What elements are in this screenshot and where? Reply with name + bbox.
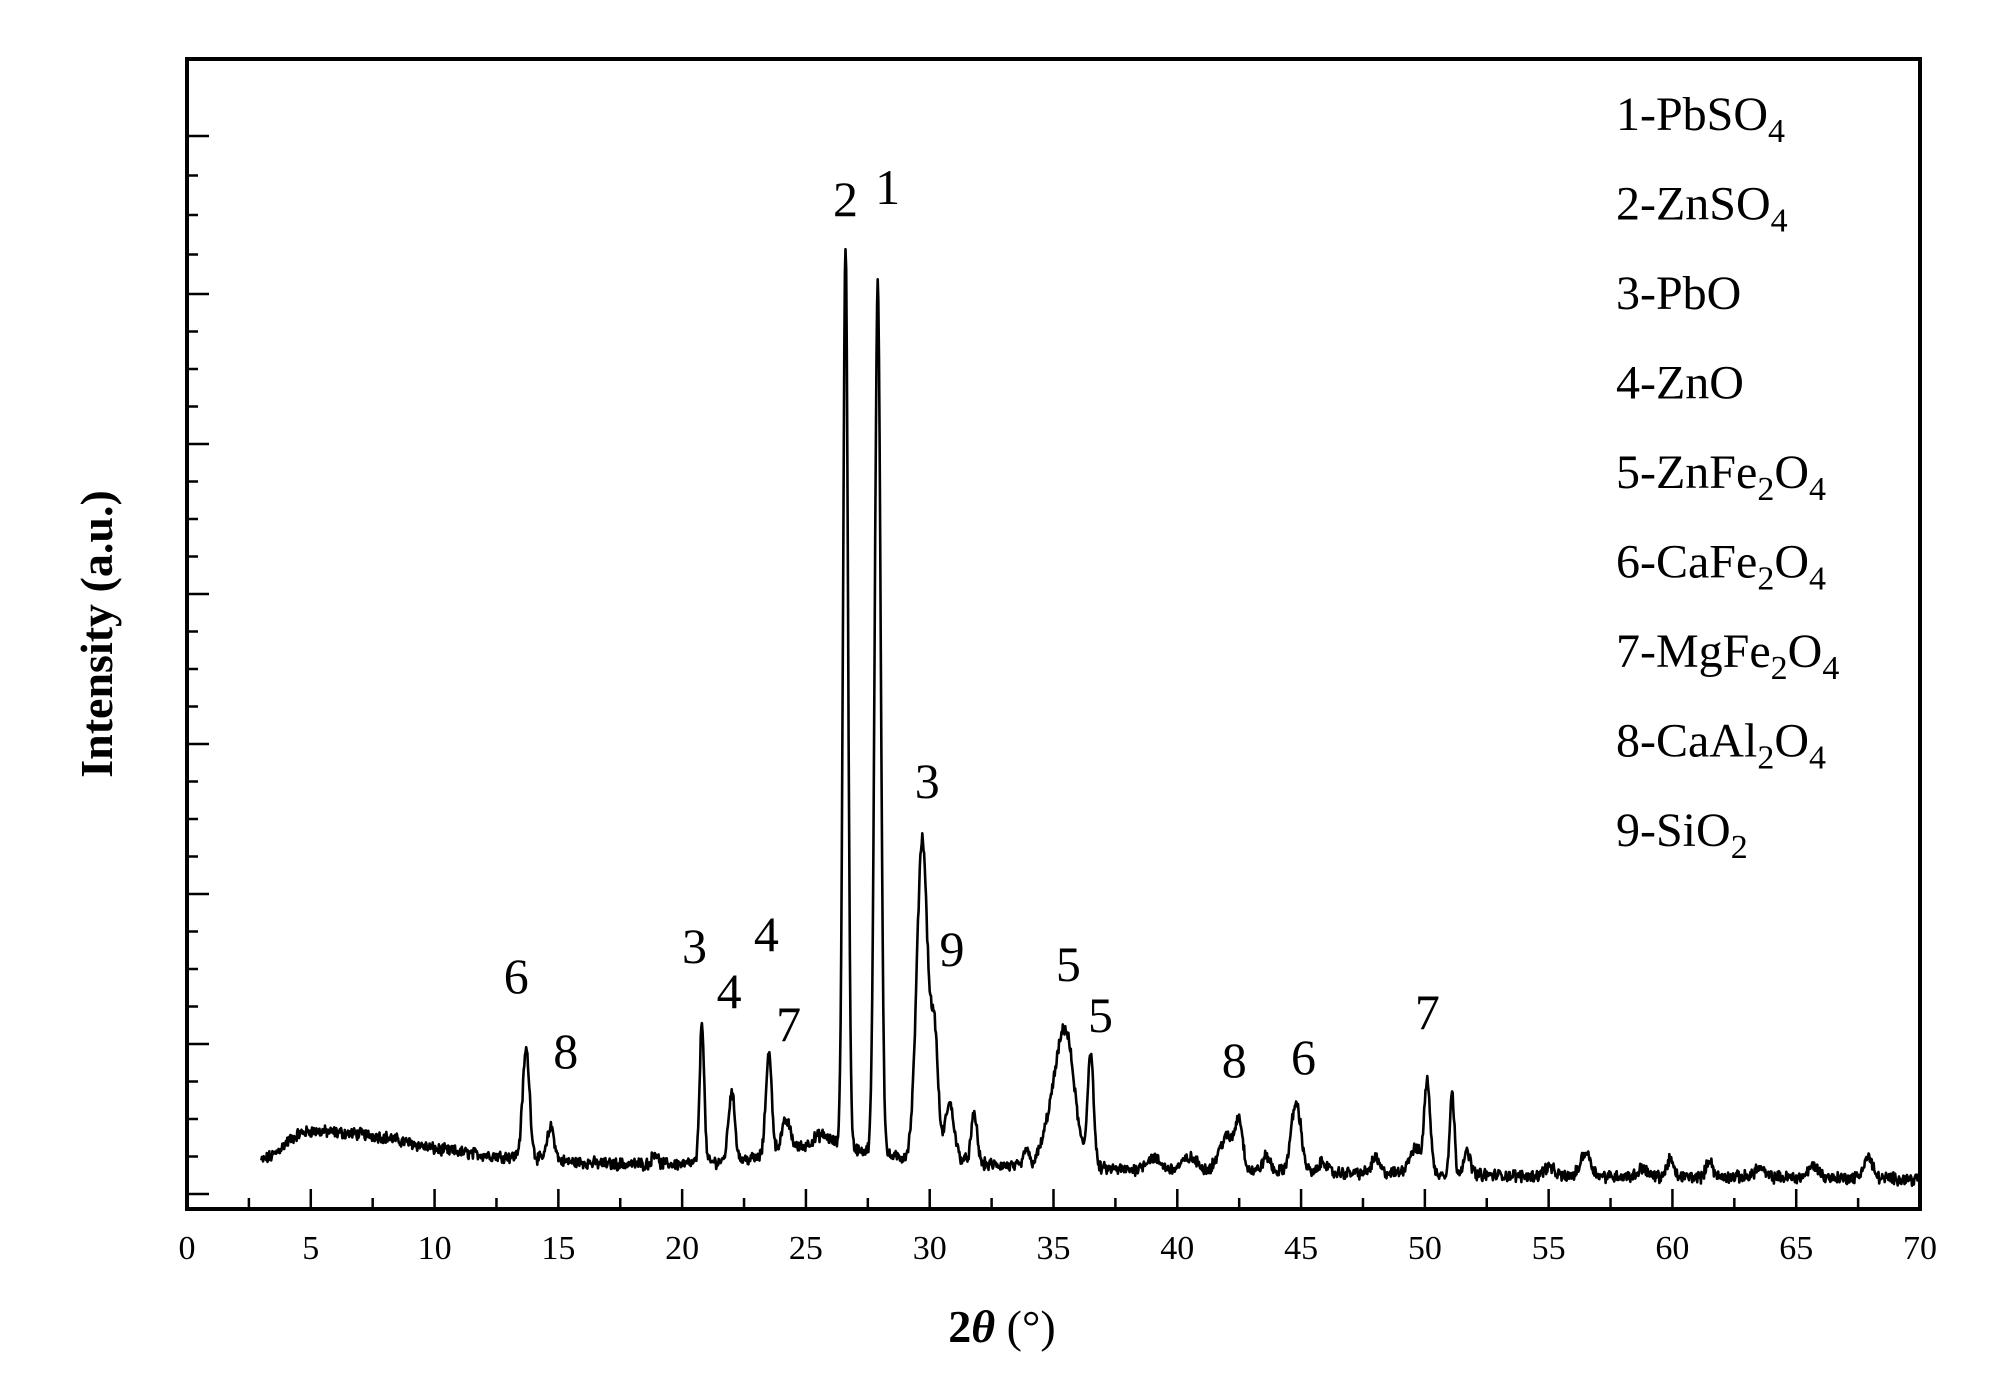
peak-label-1: 1: [875, 159, 900, 215]
x-tick-label: 55: [1532, 1230, 1566, 1267]
peak-label-7: 7: [776, 996, 801, 1052]
x-tick-label: 5: [302, 1230, 319, 1267]
x-axis-title-unit: (°): [995, 1301, 1056, 1352]
x-axis-ticks: [185, 1189, 1922, 1209]
x-axis-title-theta: θ: [971, 1301, 995, 1352]
phase-legend: 1-PbSO4 2-ZnSO4 3-PbO 4-ZnO 5-ZnFe2O4 6-CaFe2…: [1616, 88, 1839, 866]
y-axis-ticks: [187, 134, 209, 1196]
legend-entry-4: 4-ZnO: [1616, 357, 1744, 410]
peak-label-3: 3: [915, 753, 940, 809]
legend-entry-5: 5-ZnFe2O4: [1616, 446, 1826, 508]
peak-label-5: 5: [1056, 936, 1081, 992]
legend-entry-1: 1-PbSO4: [1616, 88, 1785, 150]
peak-label-4: 4: [717, 963, 742, 1019]
peak-label-8: 8: [1222, 1032, 1247, 1088]
x-tick-label: 70: [1903, 1230, 1937, 1267]
x-tick-label: 15: [541, 1230, 575, 1267]
x-tick-label: 20: [665, 1230, 699, 1267]
peak-label-6: 6: [1291, 1029, 1316, 1085]
x-tick-label: 10: [418, 1230, 452, 1267]
legend-entry-2: 2-ZnSO4: [1616, 178, 1788, 240]
peak-label-4: 4: [754, 906, 779, 962]
legend-entry-8: 8-CaAl2O4: [1616, 715, 1826, 777]
x-tick-label: 0: [179, 1230, 196, 1267]
peak-label-3: 3: [682, 918, 707, 974]
x-tick-label: 25: [789, 1230, 823, 1267]
x-tick-label: 35: [1037, 1230, 1071, 1267]
legend-entry-6: 6-CaFe2O4: [1616, 536, 1826, 598]
legend-entry-7: 7-MgFe2O4: [1616, 625, 1839, 687]
x-tick-label: 40: [1160, 1230, 1194, 1267]
x-axis-title: 2θ (°): [948, 1301, 1055, 1352]
x-tick-label: 45: [1284, 1230, 1318, 1267]
peak-label-6: 6: [504, 948, 529, 1004]
legend-entry-3: 3-PbO: [1616, 267, 1741, 320]
x-tick-label: 50: [1408, 1230, 1442, 1267]
x-tick-label: 60: [1655, 1230, 1689, 1267]
x-axis-title-main: 2: [948, 1301, 971, 1352]
peak-label-7: 7: [1415, 984, 1440, 1040]
peak-label-5: 5: [1088, 987, 1113, 1043]
x-tick-label: 65: [1779, 1230, 1813, 1267]
legend-entry-9: 9-SiO2: [1616, 804, 1748, 866]
peak-label-9: 9: [939, 921, 964, 977]
peak-label-8: 8: [553, 1023, 578, 1079]
y-axis-title: Intensity (a.u.): [71, 490, 122, 778]
x-tick-label: 30: [913, 1230, 947, 1267]
peak-label-2: 2: [833, 171, 858, 227]
xrd-pattern-line: [260, 247, 1922, 1187]
x-axis-tick-labels: 0 5 10 15 20 25 30 35 40 45 50 55 60 65 70: [179, 1230, 1938, 1267]
